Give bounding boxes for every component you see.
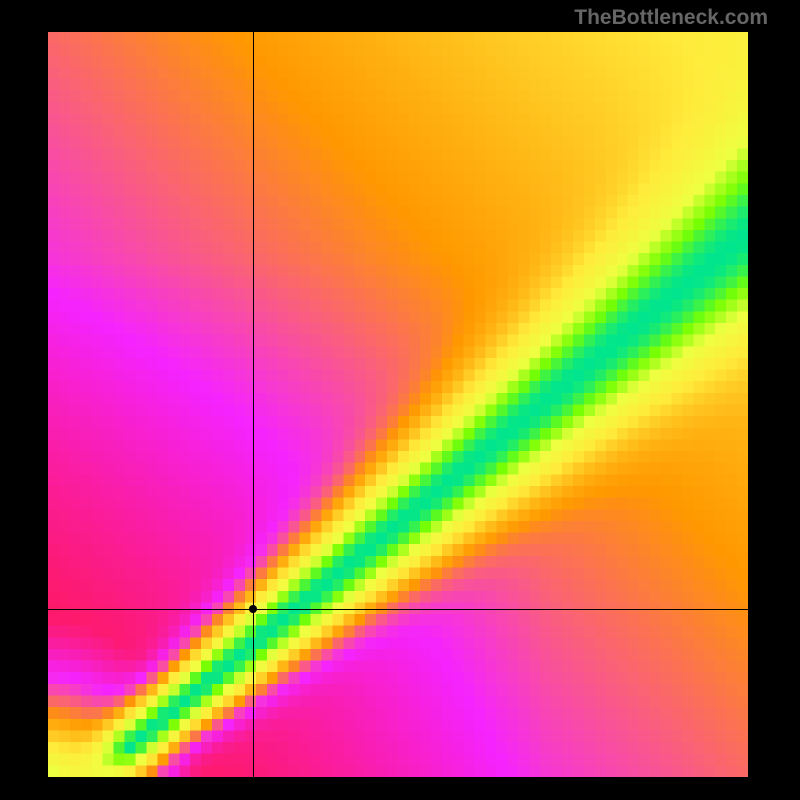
crosshair-horizontal xyxy=(48,609,748,610)
data-point-marker xyxy=(249,605,257,613)
heatmap-plot xyxy=(48,32,748,777)
watermark-text: TheBottleneck.com xyxy=(574,6,768,30)
heatmap-canvas xyxy=(48,32,748,777)
crosshair-vertical xyxy=(253,32,254,777)
